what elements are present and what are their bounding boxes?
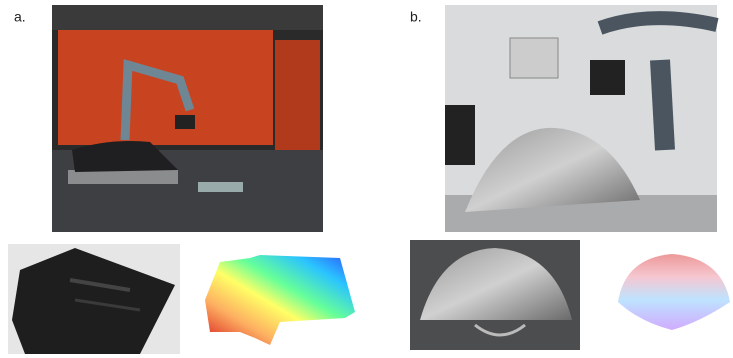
point-cloud (205, 255, 355, 345)
point-cloud (618, 254, 730, 330)
photo (8, 244, 180, 354)
photo (410, 240, 580, 350)
photo (52, 5, 323, 232)
figure: a. b. (0, 0, 733, 358)
photo (445, 5, 717, 232)
panel-label: b. (410, 9, 422, 25)
panel-label: a. (14, 9, 26, 25)
